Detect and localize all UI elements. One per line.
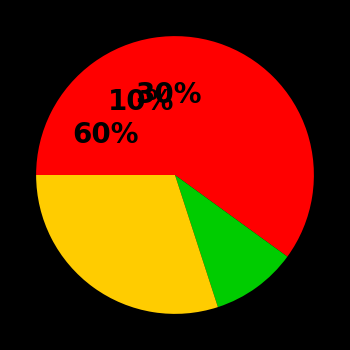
Wedge shape <box>175 175 287 307</box>
Text: 60%: 60% <box>72 121 139 149</box>
Wedge shape <box>36 36 314 257</box>
Text: 10%: 10% <box>108 88 174 116</box>
Text: 30%: 30% <box>135 81 201 109</box>
Wedge shape <box>36 175 218 314</box>
